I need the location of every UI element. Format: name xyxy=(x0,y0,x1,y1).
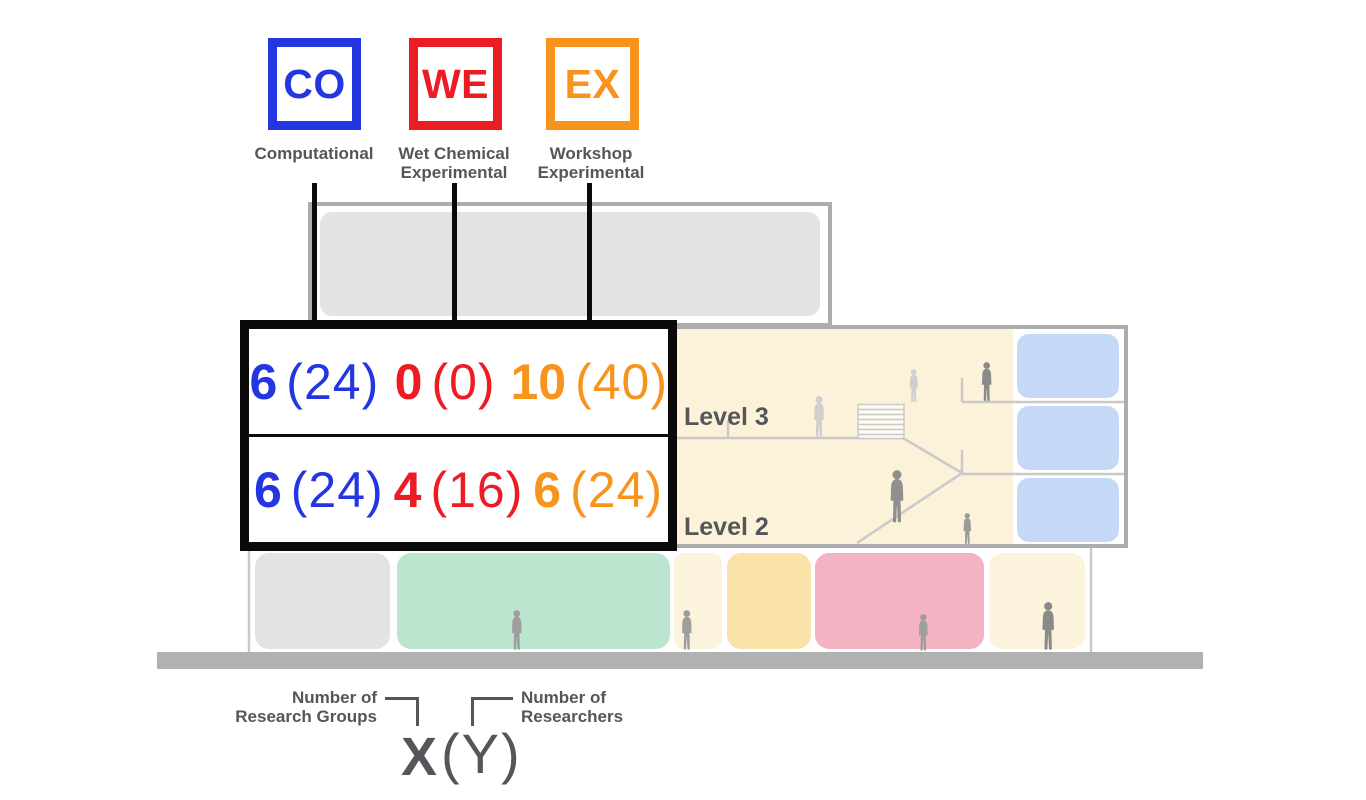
level2-ex-researchers: (24) xyxy=(570,461,664,518)
level3-co-researchers: (24) xyxy=(286,353,380,410)
key-y-symbol: (Y) xyxy=(441,722,522,785)
cell-level2-co: 6 (24) xyxy=(249,461,389,519)
key-connector-groups xyxy=(385,697,419,726)
table-row-level2: 6 (24) 4 (16) 6 (24) xyxy=(249,437,668,542)
level3-we-groups: 0 xyxy=(394,353,423,410)
key-x-symbol: X xyxy=(401,727,438,787)
connector-line-ex xyxy=(587,183,592,323)
legend-code-co: CO xyxy=(283,60,346,107)
level3-we-researchers: (0) xyxy=(431,353,496,410)
table-row-level3: 6 (24) 0 (0) 10 (40) xyxy=(249,329,668,437)
room-gray xyxy=(255,553,390,649)
legend-code-ex: EX xyxy=(564,60,621,107)
room-yellow xyxy=(727,553,811,649)
legend-code-we: WE xyxy=(421,60,490,107)
room-blue-bottom xyxy=(1017,478,1119,542)
level-2-label: Level 2 xyxy=(684,513,769,541)
key-connector-researchers xyxy=(471,697,513,726)
key-label-researchers: Number of Researchers xyxy=(521,688,624,726)
level2-we-groups: 4 xyxy=(393,461,422,518)
cell-level3-co: 6 (24) xyxy=(249,353,380,411)
roof-room xyxy=(320,212,820,316)
ground-floor-walls xyxy=(247,548,1093,652)
level2-we-researchers: (16) xyxy=(430,461,524,518)
level2-co-groups: 6 xyxy=(253,461,282,518)
stairs xyxy=(857,403,905,440)
level3-ex-researchers: (40) xyxy=(575,353,668,410)
room-blue-top xyxy=(1017,334,1119,398)
level3-ex-groups: 10 xyxy=(510,353,567,410)
cell-level3-ex: 10 (40) xyxy=(510,353,668,411)
cell-level2-we: 4 (16) xyxy=(389,461,529,519)
cell-level2-ex: 6 (24) xyxy=(528,461,668,519)
legend-label-wet-chemical: Wet Chemical Experimental xyxy=(398,144,510,182)
room-cream-small xyxy=(674,553,722,649)
room-blue-middle xyxy=(1017,406,1119,470)
room-pink xyxy=(815,553,984,649)
connector-line-co xyxy=(312,183,317,323)
level-3-label: Level 3 xyxy=(684,403,769,431)
level2-co-researchers: (24) xyxy=(290,461,384,518)
connector-line-we xyxy=(452,183,457,323)
research-groups-table: 6 (24) 0 (0) 10 (40) 6 (24) 4 (16) 6 xyxy=(240,320,677,551)
cell-level3-we: 0 (0) xyxy=(380,353,511,411)
legend-label-computational: Computational xyxy=(254,144,374,163)
room-cream-right xyxy=(989,553,1085,649)
legend-box-computational: CO xyxy=(268,38,361,130)
level3-co-groups: 6 xyxy=(249,353,278,410)
legend-box-workshop: EX xyxy=(546,38,639,130)
level2-ex-groups: 6 xyxy=(533,461,562,518)
legend-label-workshop: Workshop Experimental xyxy=(537,144,645,182)
ground-bar xyxy=(157,652,1203,669)
room-green xyxy=(397,553,670,649)
legend-box-wet-chemical: WE xyxy=(409,38,502,130)
key-label-research-groups: Number of Research Groups xyxy=(235,688,377,726)
